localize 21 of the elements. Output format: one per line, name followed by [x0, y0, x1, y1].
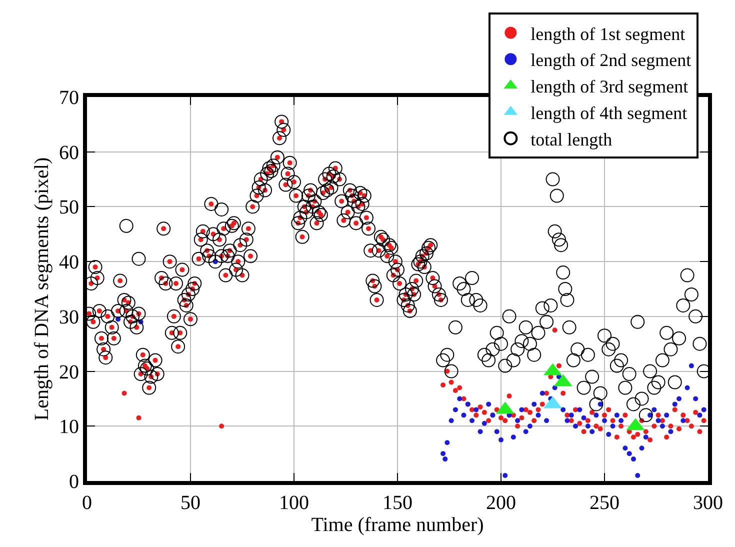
x-tick-label: 200	[486, 492, 516, 514]
y-axis-title: Length of DNA segments (pixel)	[31, 157, 53, 421]
x-tick-label: 250	[590, 492, 620, 514]
x-axis-title: Time (frame number)	[311, 514, 484, 536]
legend-label: length of 1st segment	[530, 24, 686, 44]
x-tick-label: 50	[180, 492, 200, 514]
x-tick-label: 100	[279, 492, 309, 514]
legend-label: total length	[530, 129, 612, 150]
y-tick-label: 10	[59, 416, 79, 438]
legend-label: length of 3rd segment	[530, 76, 688, 97]
x-tick-label: 300	[693, 492, 723, 514]
y-tick-label: 30	[59, 306, 79, 328]
y-tick-label: 40	[59, 252, 79, 274]
y-tick-label: 20	[59, 361, 79, 384]
y-tick-label: 70	[59, 87, 79, 109]
legend-label: length of 4th segment	[530, 102, 688, 123]
y-tick-label: 0	[69, 471, 79, 493]
legend-label: length of 2nd segment	[530, 50, 692, 70]
y-tick-label: 60	[59, 142, 79, 164]
y-tick-label: 50	[59, 196, 79, 219]
x-tick-label: 150	[382, 492, 412, 514]
